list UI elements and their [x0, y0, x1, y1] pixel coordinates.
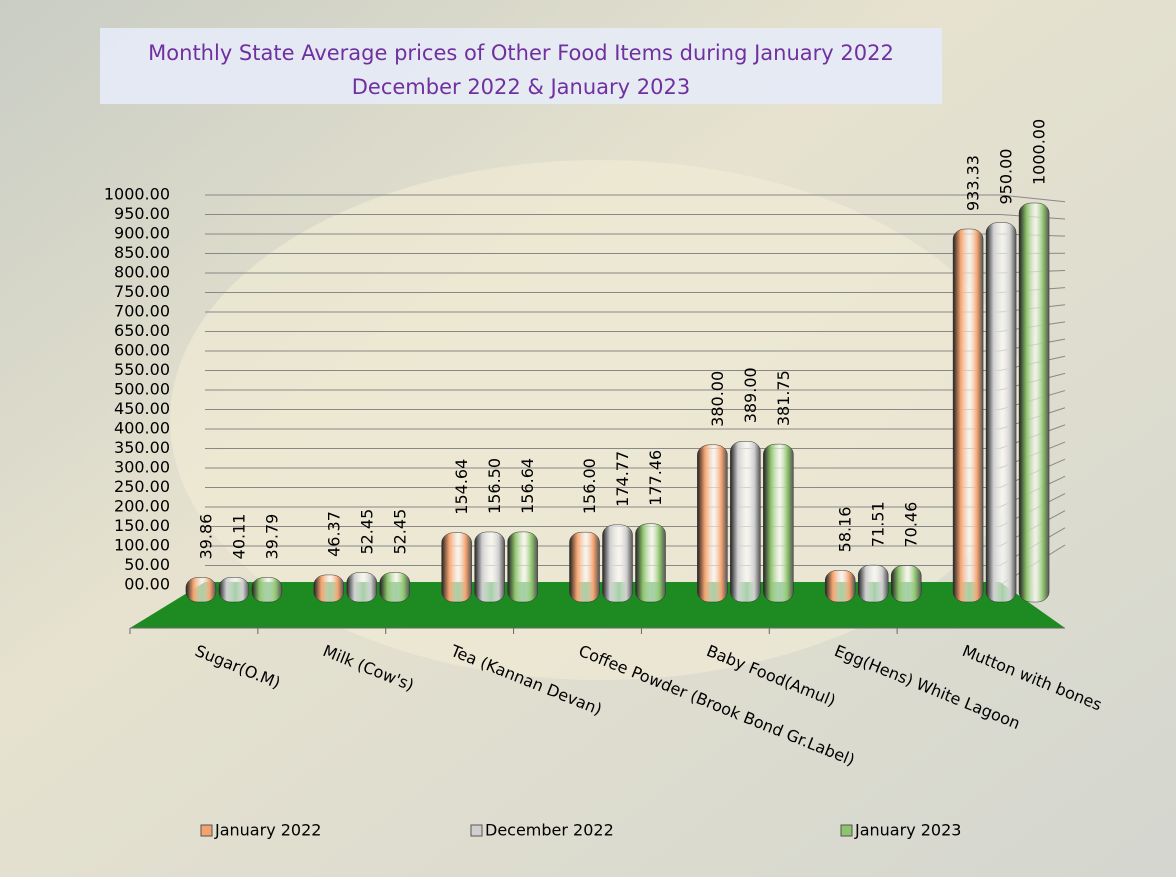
y-tick-label: 950.00	[114, 204, 170, 223]
data-label: 154.64	[452, 459, 471, 515]
data-label: 389.00	[741, 367, 760, 423]
data-label: 177.46	[646, 450, 665, 506]
y-tick-label: 450.00	[114, 399, 170, 418]
data-label: 52.45	[357, 509, 376, 555]
y-tick-label: 00.00	[124, 575, 170, 594]
legend-swatch	[841, 825, 852, 836]
bar	[186, 577, 216, 602]
y-tick-label: 550.00	[114, 360, 170, 379]
y-tick-label: 100.00	[114, 536, 170, 555]
bar	[314, 575, 344, 602]
legend-label: January 2023	[854, 821, 961, 840]
data-label: 156.64	[518, 458, 537, 514]
bar	[347, 573, 377, 602]
chart-title: Monthly State Average prices of Other Fo…	[148, 41, 894, 65]
legend-swatch	[471, 825, 482, 836]
y-tick-label: 150.00	[114, 516, 170, 535]
data-label: 58.16	[836, 507, 855, 553]
y-tick-label: 50.00	[124, 555, 170, 574]
legend-swatch	[201, 825, 212, 836]
bar	[825, 570, 855, 602]
bar	[380, 573, 410, 602]
data-label: 52.45	[390, 509, 409, 555]
bar	[252, 577, 282, 602]
chart: Monthly State Average prices of Other Fo…	[0, 0, 1176, 877]
data-label: 40.11	[229, 514, 248, 560]
legend-label: December 2022	[485, 821, 614, 840]
y-tick-label: 900.00	[114, 224, 170, 243]
bar	[730, 441, 760, 602]
y-tick-label: 350.00	[114, 438, 170, 457]
data-label: 71.51	[869, 501, 888, 547]
bar	[475, 532, 505, 602]
data-label: 156.50	[485, 458, 504, 514]
bar	[697, 445, 727, 602]
y-tick-label: 250.00	[114, 477, 170, 496]
bar	[763, 444, 793, 602]
bar	[570, 532, 600, 602]
data-label: 381.75	[774, 370, 793, 426]
data-label: 156.00	[580, 458, 599, 514]
y-tick-label: 300.00	[114, 458, 170, 477]
data-label: 933.33	[964, 155, 983, 211]
bar	[858, 565, 888, 602]
y-tick-label: 200.00	[114, 497, 170, 516]
y-tick-label: 850.00	[114, 243, 170, 262]
bar	[603, 525, 633, 602]
legend-label: January 2022	[214, 821, 321, 840]
data-label: 1000.00	[1030, 119, 1049, 185]
bar	[953, 229, 983, 602]
y-tick-label: 400.00	[114, 419, 170, 438]
data-label: 950.00	[997, 149, 1016, 205]
y-tick-label: 600.00	[114, 341, 170, 360]
data-label: 380.00	[708, 371, 727, 427]
bar	[1019, 203, 1049, 602]
y-tick-label: 500.00	[114, 380, 170, 399]
y-tick-label: 650.00	[114, 321, 170, 340]
chart-title: December 2022 & January 2023	[352, 75, 690, 99]
bar	[508, 532, 538, 602]
bar	[219, 577, 249, 602]
data-label: 39.86	[196, 514, 215, 560]
y-tick-label: 700.00	[114, 302, 170, 321]
bar	[986, 223, 1016, 603]
y-tick-label: 1000.00	[104, 185, 170, 204]
y-tick-label: 750.00	[114, 282, 170, 301]
data-label: 174.77	[613, 451, 632, 507]
bar	[636, 524, 666, 602]
data-label: 46.37	[324, 511, 343, 557]
data-label: 70.46	[902, 502, 921, 548]
bar	[891, 566, 921, 602]
data-label: 39.79	[262, 514, 281, 560]
y-tick-label: 800.00	[114, 263, 170, 282]
bar	[442, 533, 472, 602]
